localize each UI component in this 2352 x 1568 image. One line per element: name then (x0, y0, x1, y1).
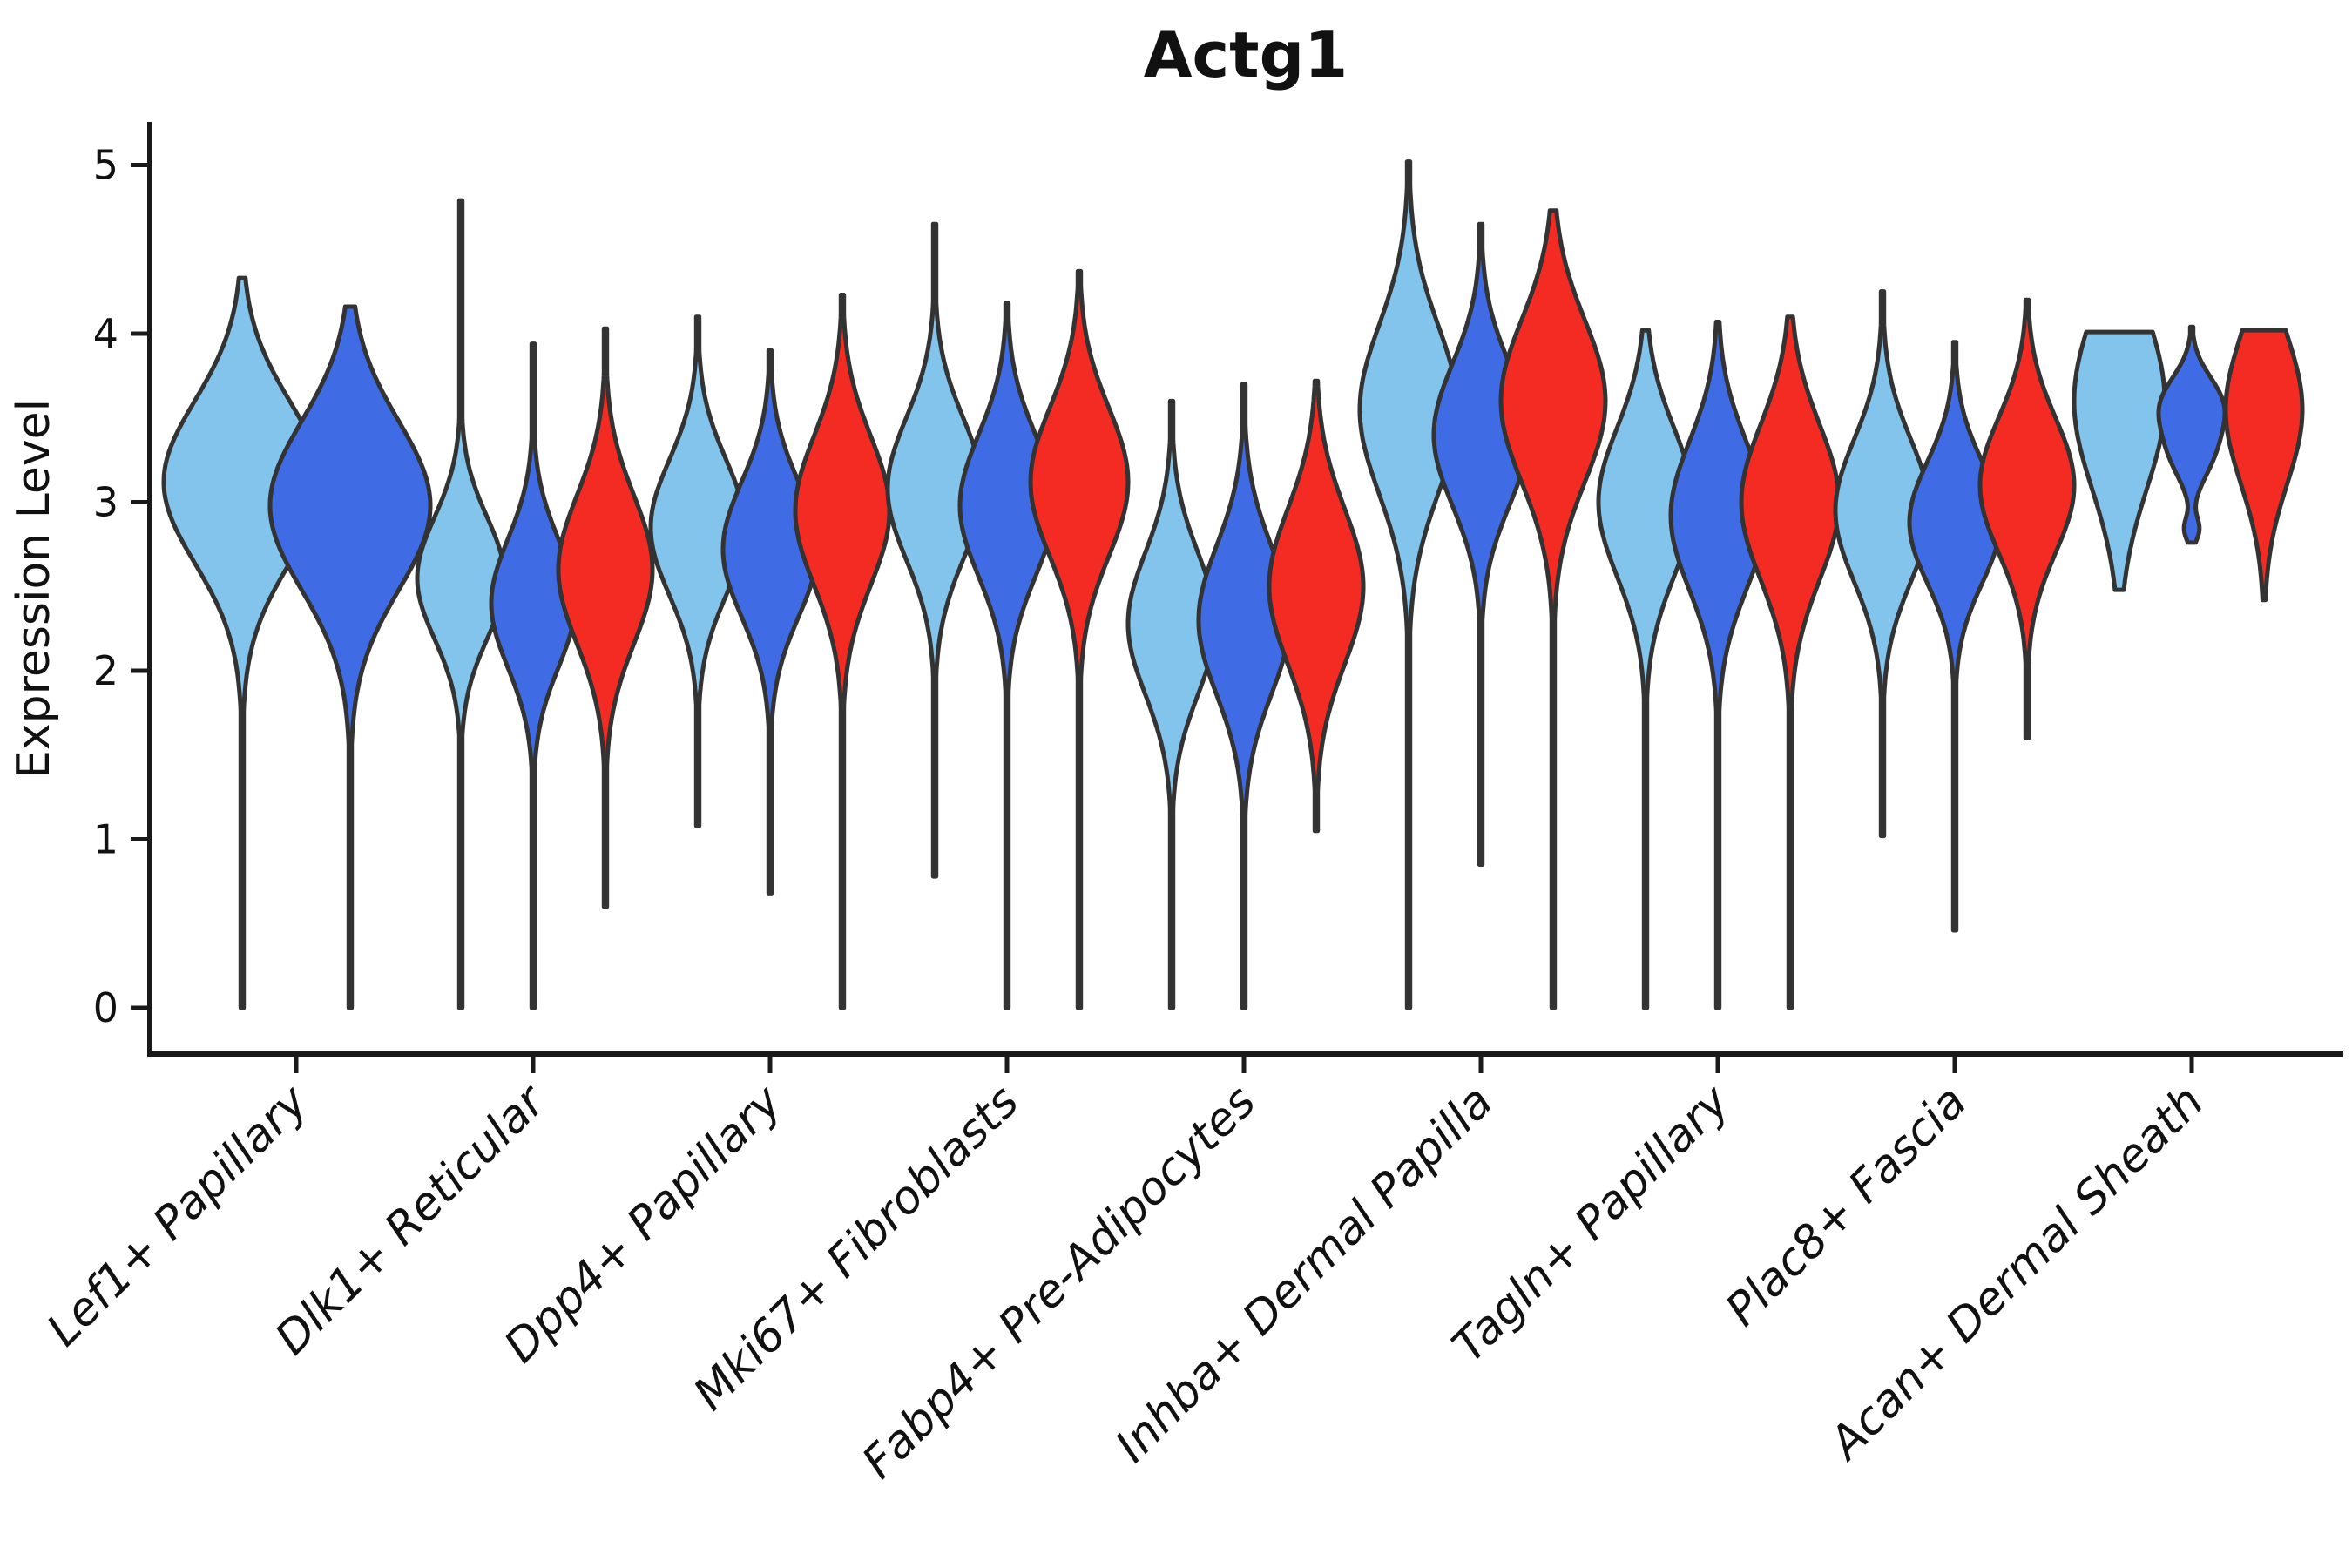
violin-fabp4-pre-adipocytes-series-2 (1267, 378, 1366, 834)
violin-tagln-papillary-series-0 (1596, 328, 1695, 1010)
violin-acan-dermal-sheath-series-2 (2223, 328, 2305, 603)
y-tick-label: 4 (93, 310, 118, 357)
axes-layer (131, 122, 2343, 1073)
violin-tagln-papillary-series-2 (1739, 314, 1842, 1010)
violin-dlk1-reticular-series-2 (556, 326, 655, 909)
violin-plac8-fascia-series-1 (1907, 340, 2003, 933)
violin-plac8-fascia-series-2 (1977, 297, 2077, 740)
violin-acan-dermal-sheath-series-1 (2156, 324, 2227, 545)
violin-dlk1-reticular-series-1 (489, 341, 578, 1010)
violin-mki67-fibroblasts-series-2 (1028, 268, 1131, 1010)
violin-fabp4-pre-adipocytes-series-0 (1125, 398, 1218, 1010)
y-axis-label: Expression Level (8, 399, 60, 779)
chart-title: Actg1 (1144, 18, 1348, 91)
y-tick-label: 1 (93, 816, 118, 863)
violin-lef1-papillary-series-0 (161, 275, 323, 1010)
violin-dpp4-papillary-series-2 (793, 293, 892, 1010)
x-tick-label: Acan+ Dermal Sheath (1818, 1076, 2213, 1471)
violin-tagln-papillary-series-1 (1668, 320, 1767, 1010)
y-tick-label: 3 (93, 479, 118, 526)
violin-mki67-fibroblasts-series-1 (957, 301, 1057, 1010)
x-tick-label: Fabp4+ Pre-Adipocytes (853, 1076, 1267, 1490)
violin-dlk1-reticular-series-0 (415, 198, 507, 1010)
violin-dpp4-papillary-series-1 (720, 348, 820, 896)
y-tick-label: 2 (93, 647, 118, 694)
violin-fabp4-pre-adipocytes-series-1 (1196, 382, 1292, 1010)
violin-plac8-fascia-series-0 (1833, 289, 1932, 839)
violins-layer (161, 159, 2305, 1010)
y-tick-label: 0 (93, 984, 118, 1031)
x-tick-label: Plac8+ Fascia (1716, 1076, 1977, 1336)
violin-inhba-dermal-papilla-series-0 (1357, 159, 1460, 1010)
violin-inhba-dermal-papilla-series-2 (1498, 208, 1608, 1010)
violin-acan-dermal-sheath-series-0 (2072, 329, 2167, 592)
violin-inhba-dermal-papilla-series-1 (1431, 221, 1531, 867)
x-tick-label: Inhba+ Dermal Papilla (1105, 1076, 1503, 1473)
violin-mki67-fibroblasts-series-0 (885, 221, 984, 879)
y-tick-label: 5 (93, 142, 118, 189)
x-tick-label: Lef1+ Papillary (37, 1075, 319, 1356)
